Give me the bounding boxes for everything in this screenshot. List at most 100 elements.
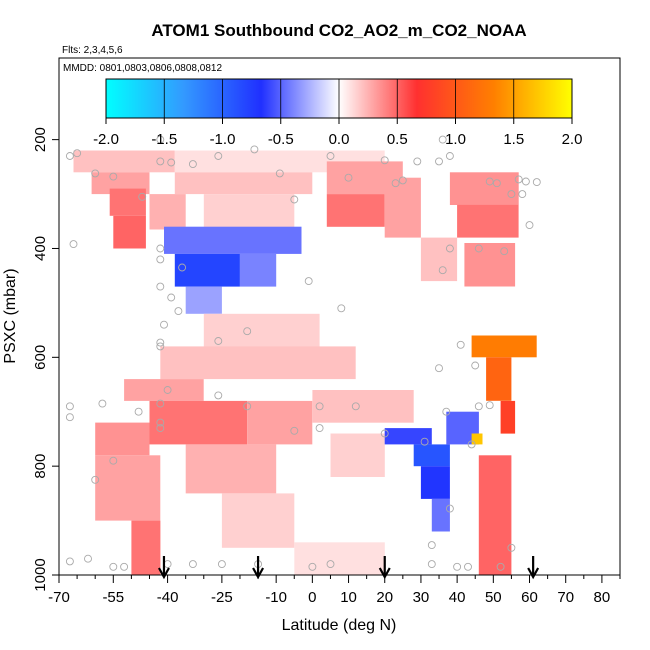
sample-point xyxy=(467,440,476,449)
sample-point xyxy=(275,169,284,178)
heatmap-cell xyxy=(247,400,313,445)
x-tick-label: -55 xyxy=(102,589,124,606)
sample-point xyxy=(442,407,451,416)
heatmap-cell xyxy=(420,466,450,499)
sample-point xyxy=(496,562,505,571)
y-axis-title: PSXC (mbar) xyxy=(2,268,19,363)
sample-point xyxy=(507,190,516,199)
sample-point xyxy=(250,145,259,154)
sample-point xyxy=(98,399,107,408)
x-tick-label: -70 xyxy=(48,589,70,606)
sample-point xyxy=(453,562,462,571)
sample-point xyxy=(445,152,454,160)
heatmap-cell xyxy=(478,455,512,575)
sample-point xyxy=(438,135,447,144)
flight-arrows xyxy=(157,556,540,580)
x-tick-label: 60 xyxy=(521,589,538,606)
heatmap-cell xyxy=(240,253,277,287)
sample-point xyxy=(326,560,335,569)
sample-point xyxy=(188,560,197,569)
sample-point xyxy=(413,157,422,166)
flights-note: Flts: 2,3,4,5,6 xyxy=(62,45,123,56)
sample-point xyxy=(214,337,223,345)
colorbar-tick-label: -0.5 xyxy=(268,131,294,148)
sample-point xyxy=(351,402,360,411)
colorbar-tick-label: -1.5 xyxy=(151,131,177,148)
x-tick-label: 40 xyxy=(449,589,466,606)
heatmap-cell xyxy=(131,520,161,575)
sample-point xyxy=(456,340,465,349)
sample-point xyxy=(109,456,118,465)
y-tick-label: 600 xyxy=(32,345,49,370)
sample-point xyxy=(500,247,509,256)
sample-point xyxy=(315,402,324,411)
heatmap-cell xyxy=(221,493,295,548)
heatmap-cell xyxy=(149,400,248,445)
sample-point xyxy=(73,149,82,158)
sample-point xyxy=(69,240,78,249)
sample-point xyxy=(435,157,443,166)
sample-point xyxy=(174,307,183,316)
colorbar: -2.0 -1.5 -1.0 -0.5 0.0 0.5 1.0 1.5 2.0 xyxy=(93,78,583,148)
sample-point xyxy=(178,263,187,272)
sample-point xyxy=(109,172,118,181)
sample-point xyxy=(243,402,252,411)
sample-point xyxy=(65,557,74,566)
sample-point xyxy=(471,361,480,370)
x-tick-label: 50 xyxy=(485,589,502,606)
sample-point xyxy=(120,562,129,571)
sample-point xyxy=(532,178,541,187)
x-tick-label: 0 xyxy=(308,589,316,606)
sample-point xyxy=(156,255,165,264)
sample-point xyxy=(398,176,407,185)
sample-point xyxy=(380,156,389,165)
sample-point xyxy=(420,437,429,446)
heatmap-cell xyxy=(464,243,516,287)
sample-point xyxy=(474,244,483,253)
heatmap-cells xyxy=(73,150,537,575)
sample-point xyxy=(160,320,168,329)
x-tick-label: -40 xyxy=(157,589,179,606)
dates-note: MMDD: 0801,0803,0806,0808,0812 xyxy=(63,63,222,74)
sample-point xyxy=(156,157,165,166)
sample-point xyxy=(304,277,313,286)
colorbar-tick-label: 0.0 xyxy=(329,131,350,148)
sample-point xyxy=(167,293,176,302)
x-tick-label: 10 xyxy=(340,589,357,606)
heatmap-cell xyxy=(384,177,421,238)
sample-point xyxy=(485,177,494,186)
x-tick-label: 20 xyxy=(376,589,393,606)
heatmap-cell xyxy=(312,390,414,423)
y-tick-label: 200 xyxy=(32,127,49,152)
heatmap-cell xyxy=(384,428,432,445)
down-arrow-icon xyxy=(157,556,170,580)
sample-point xyxy=(521,177,530,186)
colorbar-tick-label: 1.5 xyxy=(503,131,524,148)
chart-title: ATOM1 Southbound CO2_AO2_m_CO2_NOAA xyxy=(151,21,526,40)
heatmap-cell xyxy=(164,226,302,254)
heatmap-cell xyxy=(113,215,146,249)
sample-point xyxy=(156,282,165,291)
colorbar-tick-label: -1.0 xyxy=(210,131,236,148)
heatmap-cell xyxy=(203,313,320,347)
y-tick-label: 800 xyxy=(32,454,49,479)
sample-point xyxy=(337,304,346,313)
sample-point xyxy=(445,244,454,253)
heatmap-cell xyxy=(471,433,483,445)
heatmap-cell xyxy=(149,194,186,230)
colorbar-tick-label: 2.0 xyxy=(562,131,583,148)
sample-point xyxy=(163,386,172,394)
down-arrow-icon xyxy=(378,556,391,580)
heatmap-cell xyxy=(326,194,385,227)
heatmap-cell xyxy=(174,253,240,287)
heatmap-cell xyxy=(203,194,295,230)
heatmap-cell xyxy=(174,172,313,195)
colorbar-tick-label: -2.0 xyxy=(93,131,119,148)
sample-point xyxy=(156,342,165,351)
sample-point xyxy=(91,169,100,178)
sample-point xyxy=(188,160,197,169)
plot-frame xyxy=(58,57,621,576)
sample-point xyxy=(525,221,534,230)
sample-point xyxy=(65,413,74,422)
heatmap-cell xyxy=(109,188,146,216)
